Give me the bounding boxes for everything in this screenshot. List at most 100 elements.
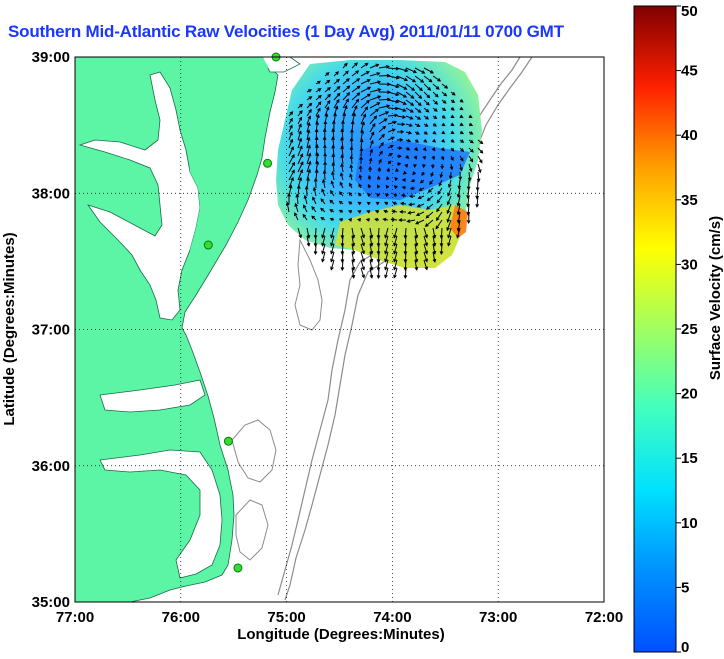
velocity-arrow <box>315 114 320 125</box>
velocity-arrow <box>467 187 470 199</box>
velocity-arrowhead <box>331 144 336 149</box>
velocity-arrowhead <box>446 201 451 206</box>
velocity-arrowhead <box>331 128 336 133</box>
velocity-arrowhead <box>323 152 328 157</box>
velocity-arrow <box>288 146 294 157</box>
velocity-arrowhead <box>467 177 472 182</box>
velocity-arrowhead <box>469 158 474 163</box>
velocity-arrowhead <box>289 138 294 143</box>
velocity-arrowhead <box>469 131 474 135</box>
velocity-arrowhead <box>331 153 336 158</box>
velocity-arrowhead <box>298 130 302 135</box>
x-tick-label: 73:00 <box>479 609 517 626</box>
velocity-arrowhead <box>289 111 294 115</box>
velocity-arrowhead <box>345 98 349 103</box>
velocity-arrow <box>477 163 481 173</box>
velocity-arrowhead <box>384 266 388 271</box>
velocity-arrow <box>423 67 434 74</box>
velocity-arrow <box>369 123 376 133</box>
velocity-arrowhead <box>442 100 447 104</box>
velocity-arrowhead <box>468 114 473 119</box>
velocity-arrow <box>351 70 359 77</box>
velocity-arrowhead <box>307 168 311 173</box>
velocity-arrow <box>423 75 432 83</box>
velocity-arrowhead <box>336 78 340 83</box>
colorbar-tick-label: 25 <box>681 321 698 338</box>
velocity-arrowhead <box>399 138 404 142</box>
velocity-arrowhead <box>351 274 356 279</box>
velocity-arrowhead <box>380 142 384 146</box>
velocity-arrow <box>405 91 414 99</box>
velocity-arrowhead <box>383 209 388 214</box>
velocity-arrowhead <box>340 267 345 272</box>
velocity-arrowhead <box>299 110 303 115</box>
velocity-arrow <box>477 155 483 163</box>
velocity-arrowhead <box>428 78 433 83</box>
velocity-arrowhead <box>303 204 307 209</box>
velocity-arrowhead <box>440 165 445 170</box>
velocity-arrowhead <box>362 113 367 118</box>
velocity-arrowhead <box>290 176 294 181</box>
velocity-arrowhead <box>308 96 313 100</box>
colorbar-tick-label: 5 <box>681 579 689 596</box>
velocity-arrow <box>423 83 431 91</box>
velocity-arrowhead <box>314 169 319 174</box>
velocity-arrow <box>369 115 377 125</box>
velocity-arrow <box>404 235 407 247</box>
velocity-arrowhead <box>389 153 393 157</box>
velocity-arrow <box>384 267 389 278</box>
velocity-arrowhead <box>306 129 311 134</box>
velocity-arrowhead <box>349 155 354 160</box>
velocity-arrowhead <box>450 130 455 134</box>
velocity-arrowhead <box>313 251 318 256</box>
velocity-arrow <box>315 145 318 157</box>
velocity-arrowhead <box>402 115 407 119</box>
velocity-arrow <box>405 115 413 120</box>
velocity-arrow <box>351 227 355 238</box>
velocity-arrow <box>360 114 366 125</box>
velocity-arrow <box>312 197 317 205</box>
velocity-arrowhead <box>409 116 414 120</box>
velocity-arrowhead <box>346 85 351 90</box>
velocity-arrowhead <box>298 176 303 181</box>
velocity-arrowhead <box>435 225 440 230</box>
velocity-arrowhead <box>385 64 390 69</box>
velocity-arrowhead <box>296 184 301 189</box>
velocity-arrowhead <box>358 165 363 170</box>
velocity-arrowhead <box>375 201 380 206</box>
velocity-arrow <box>332 162 335 173</box>
velocity-arrow <box>396 91 407 98</box>
velocity-arrowhead <box>393 266 397 271</box>
velocity-arrowhead <box>476 178 481 183</box>
velocity-arrow <box>288 118 293 125</box>
velocity-arrow <box>331 171 335 181</box>
velocity-arrow <box>360 130 364 141</box>
velocity-arrowhead <box>317 94 322 99</box>
velocity-arrowhead <box>315 121 319 126</box>
velocity-arrowhead <box>400 193 405 198</box>
velocity-arrow <box>448 179 452 188</box>
velocity-arrow <box>404 267 407 279</box>
velocity-arrow <box>288 162 295 173</box>
velocity-arrowhead <box>294 202 298 207</box>
velocity-arrow <box>369 227 373 238</box>
velocity-arrowhead <box>389 144 394 149</box>
velocity-arrowhead <box>456 234 460 239</box>
velocity-arrowhead <box>314 136 319 141</box>
velocity-arrow <box>393 259 398 270</box>
velocity-arrow <box>377 267 380 279</box>
velocity-arrowhead <box>329 217 334 222</box>
velocity-arrowhead <box>394 113 399 118</box>
velocity-arrowhead <box>377 95 382 99</box>
velocity-arrow <box>306 235 310 246</box>
velocity-arrow <box>332 154 335 165</box>
velocity-arrowhead <box>395 99 400 104</box>
velocity-arrowhead <box>376 275 381 280</box>
velocity-arrowhead <box>336 98 340 103</box>
velocity-arrowhead <box>426 94 431 99</box>
velocity-arrowhead <box>420 79 425 83</box>
velocity-arrowhead <box>361 266 366 271</box>
velocity-arrowhead <box>415 131 420 135</box>
velocity-arrowhead <box>294 212 298 217</box>
velocity-arrowhead <box>479 149 484 154</box>
